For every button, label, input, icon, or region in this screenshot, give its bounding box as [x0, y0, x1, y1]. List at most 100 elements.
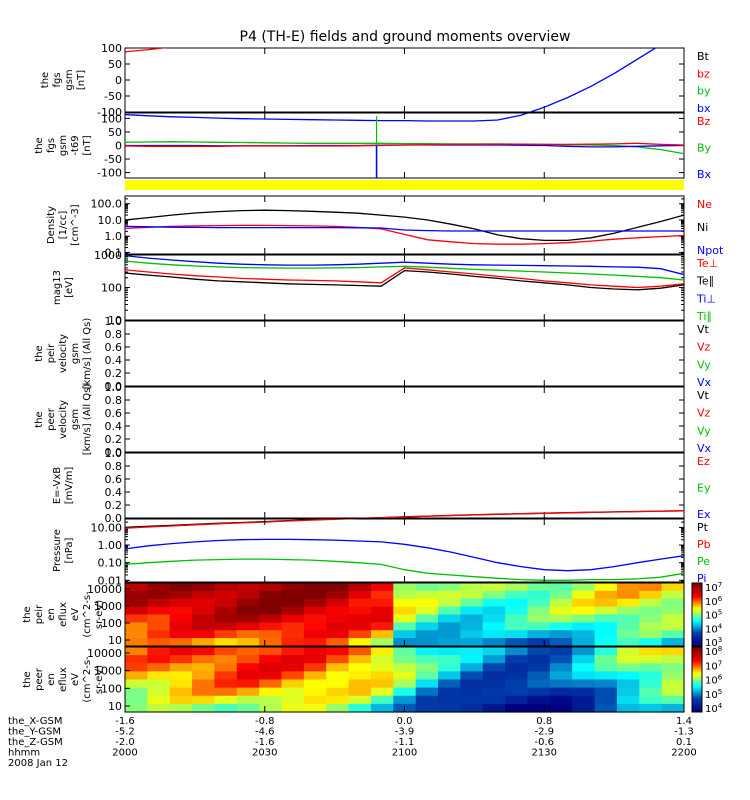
colorbar-swatch [692, 628, 702, 631]
spectrogram-cell [214, 647, 238, 656]
spectrogram-cell [594, 671, 618, 681]
spectrogram-cell [303, 671, 327, 681]
spectrogram-cell [281, 622, 305, 631]
colorbar-swatch [692, 697, 702, 700]
legend-entry: Ti∥ [696, 310, 712, 323]
legend-entry: Ni [697, 221, 708, 234]
colorbar-swatch [692, 595, 702, 598]
y-axis-label-line: fgs [52, 72, 63, 87]
spectrogram-cell [125, 614, 148, 623]
x-row-value: -1.1 [395, 737, 415, 748]
spectrogram-cell [661, 703, 685, 713]
spectrogram-cell [661, 630, 685, 639]
spectrogram-cell [326, 583, 350, 592]
series-line [125, 224, 684, 245]
spectrogram-cell [370, 622, 394, 631]
spectrogram-cell [259, 622, 283, 631]
spectrogram-cell [192, 671, 216, 681]
spectrogram-cell [639, 679, 663, 689]
y-axis-label-line: eV [70, 608, 81, 621]
spectrogram-cell [438, 630, 461, 639]
legend-entry: By [697, 142, 712, 155]
y-tick-label: 100 [101, 682, 122, 695]
spectrogram-cell [348, 647, 372, 656]
spectrogram-cell [169, 598, 193, 608]
colorbar-swatch [692, 702, 702, 705]
spectrogram-cell [438, 638, 461, 647]
spectrogram-cell [505, 687, 529, 697]
spectrogram-cell [192, 655, 216, 664]
spectrogram-cell [326, 695, 350, 705]
spectrogram-cell [370, 606, 394, 616]
spectrogram-cell [169, 695, 193, 705]
spectrogram-cell [438, 647, 461, 656]
spectrogram-cell [393, 614, 417, 623]
legend-entry: Bt [697, 50, 710, 63]
series-line [125, 538, 684, 572]
colorbar-swatch [692, 656, 702, 659]
spectrogram-cell [505, 606, 529, 616]
spectrogram-cell [281, 687, 305, 697]
spectrogram-cell [460, 638, 484, 647]
y-tick-label: -50 [104, 90, 122, 103]
legend-entry: by [697, 85, 711, 98]
spectrogram-cell [326, 647, 350, 656]
spectrogram-cell [639, 606, 663, 616]
spectrogram-cell [192, 598, 216, 608]
spectrogram-ylabel: the peer en eflux eV (cm^2-s-sr-eV) [22, 656, 105, 703]
spectrogram-cell [169, 630, 193, 639]
series-line [125, 267, 684, 289]
colorbar-tick-label: 104 [705, 622, 723, 635]
spectrogram-cell [192, 583, 216, 592]
colorbar-swatch [692, 584, 702, 587]
spectrogram-cell [482, 638, 506, 647]
panel-ylabel: Pressure [nPa] [52, 529, 75, 572]
spectrogram-cell [147, 583, 171, 592]
x-row-value: -0.6 [534, 737, 554, 748]
y-tick-label: 0 [115, 140, 122, 153]
spectrogram-cell [326, 663, 350, 672]
y-tick-label: 10000 [87, 583, 122, 596]
y-tick-label: 100.0 [91, 198, 123, 211]
spectrogram-cell [505, 695, 529, 705]
spectrogram-cell [147, 598, 171, 608]
y-axis-label-line: eflux [58, 667, 69, 692]
spectrogram-cell [527, 606, 551, 616]
colorbar-swatch [692, 631, 702, 634]
panel-frame [124, 320, 685, 387]
y-axis-label-line: mag13 [52, 270, 63, 305]
spectrogram-cell [214, 630, 238, 639]
spectrogram-cell [326, 598, 350, 608]
spectrogram-cell [192, 703, 216, 713]
spectrogram-cell [125, 679, 148, 689]
spectrogram-cell [415, 638, 439, 647]
series-line [125, 269, 684, 291]
spectrogram-cell [125, 687, 148, 697]
spectrogram-cell [594, 583, 618, 592]
spectrogram-cell [639, 614, 663, 623]
spectrogram-cell [661, 655, 685, 664]
spectrogram-cell [482, 679, 506, 689]
spectrogram-cell [527, 590, 551, 600]
spectrogram-cell [303, 687, 327, 697]
spectrogram-cell [259, 647, 283, 656]
spectrogram-cell [370, 655, 394, 664]
spectrogram-cell [505, 638, 529, 647]
spectrogram-cell [348, 679, 372, 689]
y-tick-label: 0.8 [105, 460, 123, 473]
colorbar-tick-label: 106 [705, 674, 723, 687]
y-axis-label-line: [1/cc] [58, 211, 69, 240]
spectrogram-cell [460, 695, 484, 705]
spectrogram-cell [348, 638, 372, 647]
spectrogram-cell [438, 655, 461, 664]
spectrogram-cell [549, 663, 573, 672]
spectrogram-cell [572, 590, 596, 600]
y-axis-label-line: Pressure [52, 529, 63, 572]
colorbar-swatch [692, 699, 702, 702]
spectrogram-cell [125, 598, 148, 608]
spectrogram-cell [639, 663, 663, 672]
spectrogram-cell [125, 638, 148, 647]
spectrogram-cell [348, 663, 372, 672]
spectrogram-cell [616, 638, 640, 647]
